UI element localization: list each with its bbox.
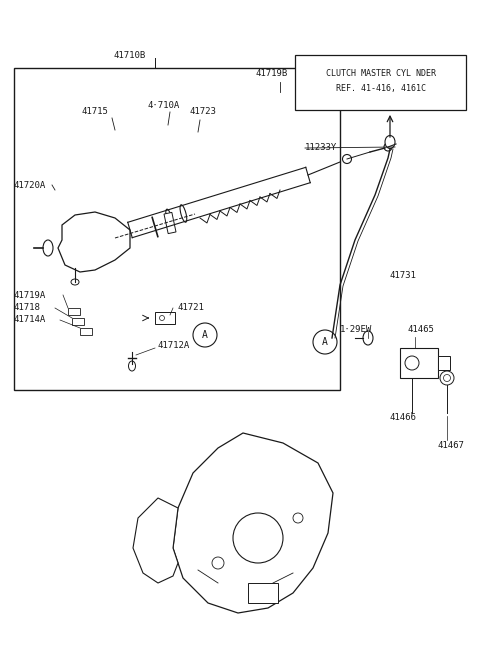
Ellipse shape bbox=[385, 135, 395, 148]
Text: 41712A: 41712A bbox=[158, 340, 190, 350]
Circle shape bbox=[233, 513, 283, 563]
Polygon shape bbox=[133, 498, 178, 583]
Ellipse shape bbox=[384, 143, 392, 151]
Text: REF. 41-416, 4161C: REF. 41-416, 4161C bbox=[336, 85, 425, 93]
Text: 41467: 41467 bbox=[438, 440, 465, 449]
Text: 11233Y: 11233Y bbox=[305, 143, 337, 152]
Bar bbox=[68, 308, 80, 315]
Ellipse shape bbox=[166, 209, 172, 227]
Circle shape bbox=[193, 323, 217, 347]
Ellipse shape bbox=[180, 205, 187, 222]
Bar bbox=[80, 328, 92, 335]
Bar bbox=[438, 356, 450, 370]
Text: 41466: 41466 bbox=[390, 413, 417, 422]
Bar bbox=[164, 212, 176, 234]
Bar bbox=[400, 348, 438, 378]
Text: 41721: 41721 bbox=[178, 304, 205, 313]
Text: 1·29EW: 1·29EW bbox=[340, 325, 372, 334]
Text: 41723: 41723 bbox=[190, 108, 217, 116]
Text: 4·710A: 4·710A bbox=[148, 101, 180, 110]
Bar bbox=[248, 583, 278, 603]
Bar bbox=[295, 55, 466, 110]
Bar bbox=[14, 68, 340, 390]
Bar bbox=[155, 312, 175, 324]
Ellipse shape bbox=[440, 371, 454, 385]
Text: 41731: 41731 bbox=[390, 271, 417, 279]
Ellipse shape bbox=[343, 154, 351, 164]
Ellipse shape bbox=[159, 315, 165, 321]
Text: 41718: 41718 bbox=[14, 304, 41, 313]
Circle shape bbox=[405, 356, 419, 370]
Ellipse shape bbox=[43, 240, 53, 256]
Text: 41710B: 41710B bbox=[114, 51, 146, 60]
Polygon shape bbox=[173, 433, 333, 613]
Text: 41465: 41465 bbox=[408, 325, 435, 334]
Text: 41719A: 41719A bbox=[14, 290, 46, 300]
Text: A: A bbox=[202, 330, 208, 340]
Bar bbox=[72, 318, 84, 325]
Circle shape bbox=[212, 557, 224, 569]
Text: A: A bbox=[322, 337, 328, 347]
Circle shape bbox=[313, 330, 337, 354]
Ellipse shape bbox=[363, 331, 373, 345]
Circle shape bbox=[293, 513, 303, 523]
Ellipse shape bbox=[129, 361, 135, 371]
Text: 41714A: 41714A bbox=[14, 315, 46, 325]
Text: 41715: 41715 bbox=[82, 108, 109, 116]
Ellipse shape bbox=[444, 374, 451, 382]
Text: 41719B: 41719B bbox=[255, 70, 287, 78]
Text: 41720A: 41720A bbox=[14, 181, 46, 189]
Polygon shape bbox=[58, 212, 130, 272]
Text: CLUTCH MASTER CYL NDER: CLUTCH MASTER CYL NDER bbox=[325, 68, 435, 78]
Ellipse shape bbox=[71, 279, 79, 285]
